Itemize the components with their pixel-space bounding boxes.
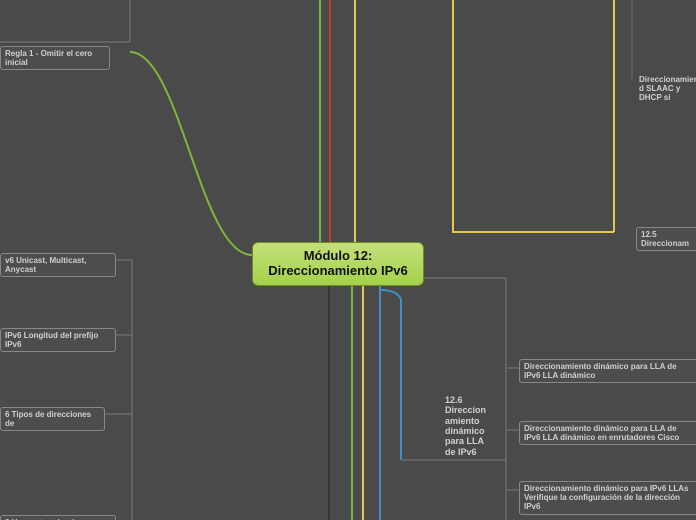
node-nota[interactable]: 6 Una nota sobre la dirección	[0, 515, 116, 520]
center-node[interactable]: Módulo 12: Direccionamiento IPv6	[252, 242, 424, 286]
node-lla1[interactable]: Direccionamiento dinámico para LLA de IP…	[519, 359, 696, 383]
node-lla2[interactable]: Direccionamiento dinámico para LLA de IP…	[519, 421, 696, 445]
node-rule1[interactable]: Regla 1 - Omitir el cero inicial	[0, 46, 110, 70]
node-tipos[interactable]: 6 Tipos de direcciones de	[0, 407, 105, 431]
node-lla3[interactable]: Direccionamiento dinámico para IPv6 LLAs…	[519, 481, 696, 515]
node-dir125[interactable]: 12.5 Direccionam	[636, 227, 696, 251]
node-prefixlen[interactable]: IPv6 Longitud del prefijo IPv6	[0, 328, 116, 352]
node-slaac[interactable]: Direccionamiento d SLAAC y DHCP si	[634, 72, 696, 106]
node-unicast[interactable]: v6 Unicast, Multicast, Anycast	[0, 253, 116, 277]
node-sec126[interactable]: 12.6 Direccion amiento dinámico para LLA…	[440, 392, 496, 460]
mindmap-canvas: Módulo 12: Direccionamiento IPv6 Regla 1 …	[0, 0, 696, 520]
